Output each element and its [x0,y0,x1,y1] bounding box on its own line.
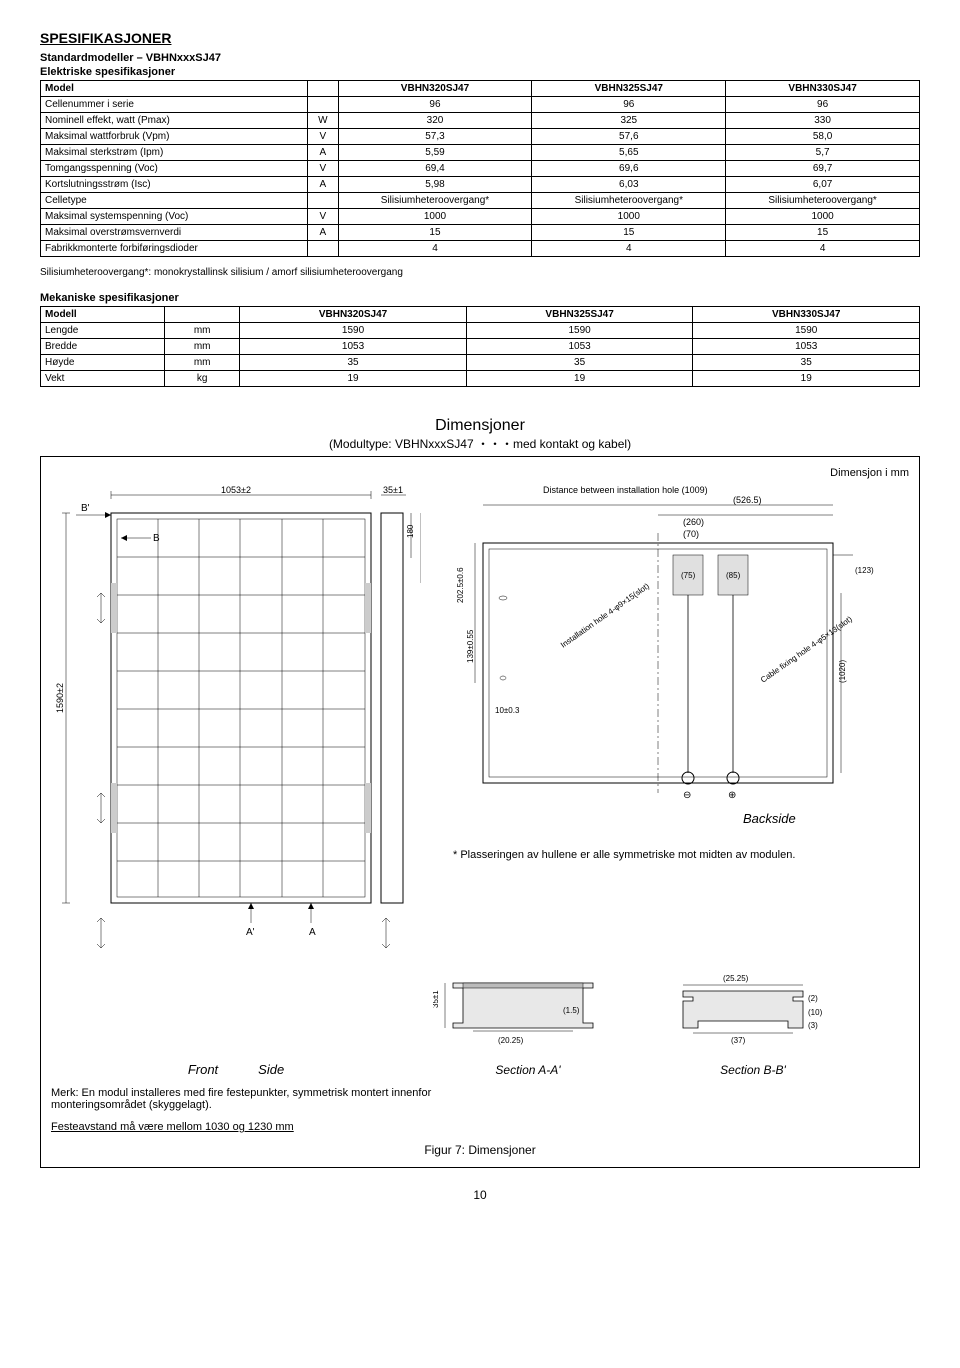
figure-caption: Figur 7: Dimensjoner [51,1143,909,1157]
dimensions-title: Dimensjoner [40,417,920,435]
elec-note: Silisiumheteroovergang*: monokrystallins… [40,267,920,278]
svg-text:(70): (70) [683,529,699,539]
svg-text:1590±2: 1590±2 [55,683,65,713]
front-panel-diagram: 1053±2 B' 35±1 [51,483,421,963]
svg-text:(526.5): (526.5) [733,495,762,505]
subheader-1: Standardmodeller – VBHNxxxSJ47 [40,52,920,64]
subheader-2: Elektriske spesifikasjoner [40,66,920,78]
electrical-spec-table: ModelVBHN320SJ47VBHN325SJ47VBHN330SJ47Ce… [40,80,920,257]
dimensions-subtitle: (Modultype: VBHNxxxSJ47 ・・・med kontakt o… [40,435,920,452]
svg-text:35±1: 35±1 [383,485,403,495]
svg-text:180: 180 [406,524,415,538]
svg-text:(1.5): (1.5) [563,1006,580,1015]
svg-text:Distance between installation: Distance between installation hole (1009… [543,485,708,495]
mechanical-spec-table: ModellVBHN320SJ47VBHN325SJ47VBHN330SJ47L… [40,306,920,387]
backside-diagram: Distance between installation hole (1009… [433,483,893,843]
diagram-container: Dimensjon i mm 1053±2 B' 35±1 [40,456,920,1168]
svg-text:139±0.55: 139±0.55 [466,629,475,663]
section-b-diagram: (25.25) (2) (10) (3) (37) [653,973,853,1063]
distance-note: Festeavstand må være mellom 1030 og 1230… [51,1121,909,1133]
section-a-diagram: 35±1 (20.25) (1.5) [433,973,623,1063]
svg-text:202.5±0.6: 202.5±0.6 [456,567,465,603]
svg-text:⊕: ⊕ [728,790,736,801]
svg-text:(260): (260) [683,517,704,527]
svg-text:(25.25): (25.25) [723,974,749,983]
svg-text:1053±2: 1053±2 [221,485,251,495]
svg-text:(2): (2) [808,994,818,1003]
svg-text:A: A [309,927,316,938]
hole-placement-note: * Plasseringen av hullene er alle symmet… [453,849,873,861]
mech-header: Mekaniske spesifikasjoner [40,292,920,304]
page-number: 10 [40,1188,920,1202]
page-title: SPESIFIKASJONER [40,30,920,46]
svg-text:(75): (75) [681,571,696,580]
svg-text:B': B' [81,503,90,514]
svg-text:(1020): (1020) [838,660,847,683]
dimension-unit: Dimensjon i mm [51,467,909,479]
svg-text:(85): (85) [726,571,741,580]
install-note: Merk: En modul installeres med fire fest… [51,1087,451,1111]
section-a-label: Section A-A' [433,1063,623,1077]
svg-text:Installation hole 4-φ9×15(slot: Installation hole 4-φ9×15(slot) [559,581,651,649]
svg-text:B: B [153,533,160,544]
section-b-label: Section B-B' [653,1063,853,1077]
svg-text:A': A' [246,927,255,938]
svg-text:(37): (37) [731,1036,746,1045]
svg-text:(20.25): (20.25) [498,1036,524,1045]
svg-text:10±0.3: 10±0.3 [495,706,520,715]
svg-text:(123): (123) [855,566,874,575]
svg-text:⊖: ⊖ [683,790,691,801]
svg-text:(3): (3) [808,1021,818,1030]
svg-text:(10): (10) [808,1008,823,1017]
side-label: Side [258,1062,284,1077]
svg-text:Backside: Backside [743,811,796,826]
front-label: Front [188,1062,218,1077]
svg-text:35±1: 35±1 [433,990,440,1008]
